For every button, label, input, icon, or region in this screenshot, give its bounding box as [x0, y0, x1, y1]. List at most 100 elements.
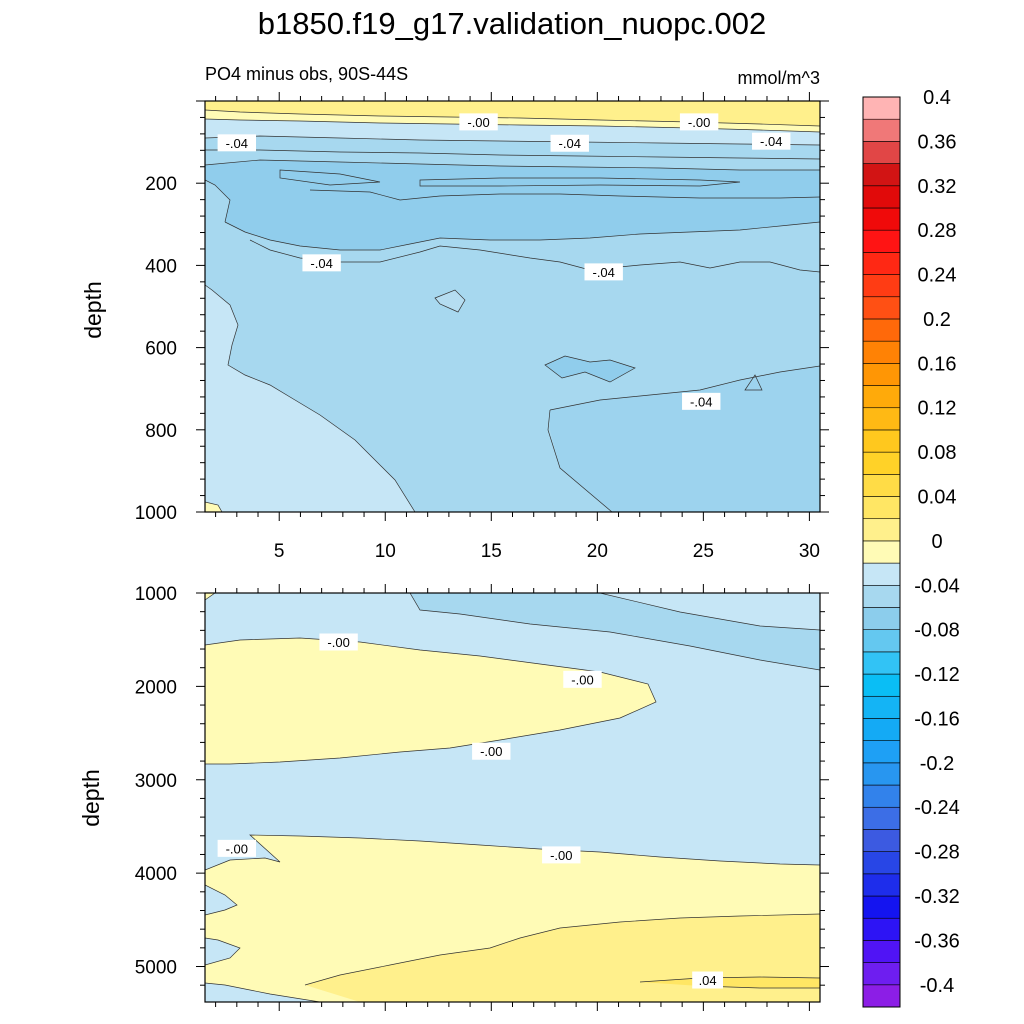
upper-contour-line-15 — [549, 365, 820, 411]
upper-x-tick-label: 5 — [274, 541, 285, 562]
lower-y-tick-label: 3000 — [135, 771, 177, 792]
colorbar-box — [862, 296, 901, 320]
upper-contour-line-17 — [744, 374, 763, 391]
contour-label-bg — [563, 670, 602, 688]
upper-fill-surface-yellow — [205, 101, 820, 126]
colorbar-box — [862, 340, 901, 364]
contour-label-text: -.00 — [550, 848, 572, 863]
lower-contour-line-5 — [205, 834, 820, 871]
contour-label-text: -.00 — [467, 115, 489, 130]
upper-fill-small-eddy — [435, 290, 465, 312]
contour-label: -.00 — [459, 113, 498, 131]
lower-y-tick-label: 5000 — [135, 958, 177, 979]
colorbar-box — [862, 229, 901, 253]
colorbar-box — [862, 318, 901, 342]
contour-label-bg — [319, 633, 358, 651]
colorbar-label: 0.08 — [918, 442, 957, 464]
contour-label: -.00 — [472, 742, 511, 760]
upper-y-axis-label: depth — [80, 281, 106, 339]
contour-label-bg — [550, 134, 589, 152]
upper-fill-pale-left — [205, 285, 415, 512]
contour-label-bg — [472, 742, 511, 760]
contour-label-text: -.00 — [226, 841, 248, 856]
colorbar-box — [862, 651, 901, 675]
lower-contour-line-8 — [304, 913, 820, 986]
colorbar-label: 0.28 — [918, 220, 957, 242]
colorbar-label: -0.12 — [914, 664, 960, 686]
colorbar-box — [862, 207, 901, 231]
chart-subtitle: PO4 minus obs, 90S-44S — [205, 64, 409, 84]
colorbar-label: -0.32 — [914, 886, 960, 908]
colorbar-box — [862, 185, 901, 209]
upper-y-tick-labels: 200 400 600 800 1000 — [135, 174, 177, 524]
upper-contour-line-4 — [205, 149, 820, 160]
contour-label: -.04 — [217, 134, 257, 152]
colorbar-label: 0.2 — [923, 309, 951, 331]
contour-label-bg — [679, 113, 719, 131]
lower-contour-line-6 — [205, 884, 238, 916]
contour-label-text: -.04 — [226, 136, 248, 151]
units-label: mmol/m^3 — [737, 68, 820, 88]
lower-contour-line-1 — [409, 593, 820, 671]
colorbar-box — [862, 474, 901, 497]
contour-label: -.00 — [319, 633, 358, 651]
colorbar-label: -0.08 — [914, 620, 960, 642]
colorbar-labels: -0.4 -0.36 -0.32 -0.28 -0.24 -0.2 -0.16 -0.12 -0… — [914, 87, 960, 997]
lower-contour-lines — [205, 593, 820, 1002]
contour-label-bg — [752, 132, 791, 150]
upper-x-tick-label: 20 — [587, 541, 608, 562]
colorbar-box — [862, 252, 901, 275]
colorbar-box — [862, 385, 901, 409]
colorbar-box — [862, 895, 901, 919]
contour-label-text: -.04 — [592, 265, 614, 280]
contour-label-text: -.00 — [571, 672, 593, 687]
upper-contour-labels: -.00 -.00 -.04 -.04 -.04 -.04 -.04 -.04 — [217, 113, 791, 410]
upper-x-tick-label: 10 — [375, 541, 396, 562]
colorbar-label: -0.16 — [914, 708, 960, 730]
upper-contour-line-5 — [205, 159, 820, 171]
contour-label: -.04 — [682, 392, 721, 410]
upper-x-tick-labels: 5 10 15 20 25 30 — [274, 541, 820, 562]
contour-label: -.04 — [584, 263, 623, 281]
contour-label-bg — [692, 971, 724, 989]
contour-label: -.00 — [217, 839, 257, 857]
colorbar-box — [862, 584, 901, 608]
lower-contour-line-11 — [205, 982, 321, 1002]
contour-label-bg — [584, 263, 623, 281]
colorbar-box — [862, 96, 901, 120]
upper-axis-ticks — [196, 92, 829, 521]
contour-label: -.04 — [752, 132, 791, 150]
upper-contour-line-10 — [205, 179, 231, 223]
lower-y-tick-label: 4000 — [135, 864, 177, 885]
colorbar-box — [862, 940, 901, 963]
colorbar-box — [862, 451, 901, 475]
colorbar-label: 0.4 — [923, 87, 951, 109]
colorbar-label: -0.36 — [914, 930, 960, 952]
colorbar-box — [862, 718, 901, 741]
contour-label: -.00 — [542, 846, 581, 864]
colorbar-box — [862, 518, 901, 542]
upper-y-tick-label: 800 — [145, 421, 177, 442]
lower-contour-labels: -.00 -.00 -.00 -.00 -.00 .04 — [217, 633, 724, 989]
upper-fill-mid-blue-lower — [550, 366, 820, 512]
colorbar-box — [862, 695, 901, 719]
colorbar-label: 0.16 — [918, 353, 957, 375]
upper-y-tick-label: 400 — [145, 256, 177, 277]
contour-label-bg — [302, 254, 341, 272]
contour-label-text: .04 — [699, 973, 717, 988]
lower-contour-line-4 — [205, 637, 657, 765]
colorbar-box — [862, 762, 901, 786]
contour-label-text: -.00 — [480, 744, 502, 759]
colorbar-label: -0.28 — [914, 842, 960, 864]
colorbar-box — [862, 118, 901, 142]
lower-y-tick-labels: 1000 2000 3000 4000 5000 — [135, 584, 177, 979]
upper-contour-line-18 — [205, 501, 223, 512]
upper-x-tick-label: 30 — [799, 541, 820, 562]
lower-y-tick-label: 1000 — [135, 584, 177, 605]
contour-label: -.00 — [563, 670, 602, 688]
upper-fill-small-eddy-2 — [545, 356, 635, 382]
contour-label-text: -.04 — [690, 394, 712, 409]
upper-y-tick-label: 200 — [145, 174, 177, 195]
lower-y-tick-label: 2000 — [135, 677, 177, 698]
